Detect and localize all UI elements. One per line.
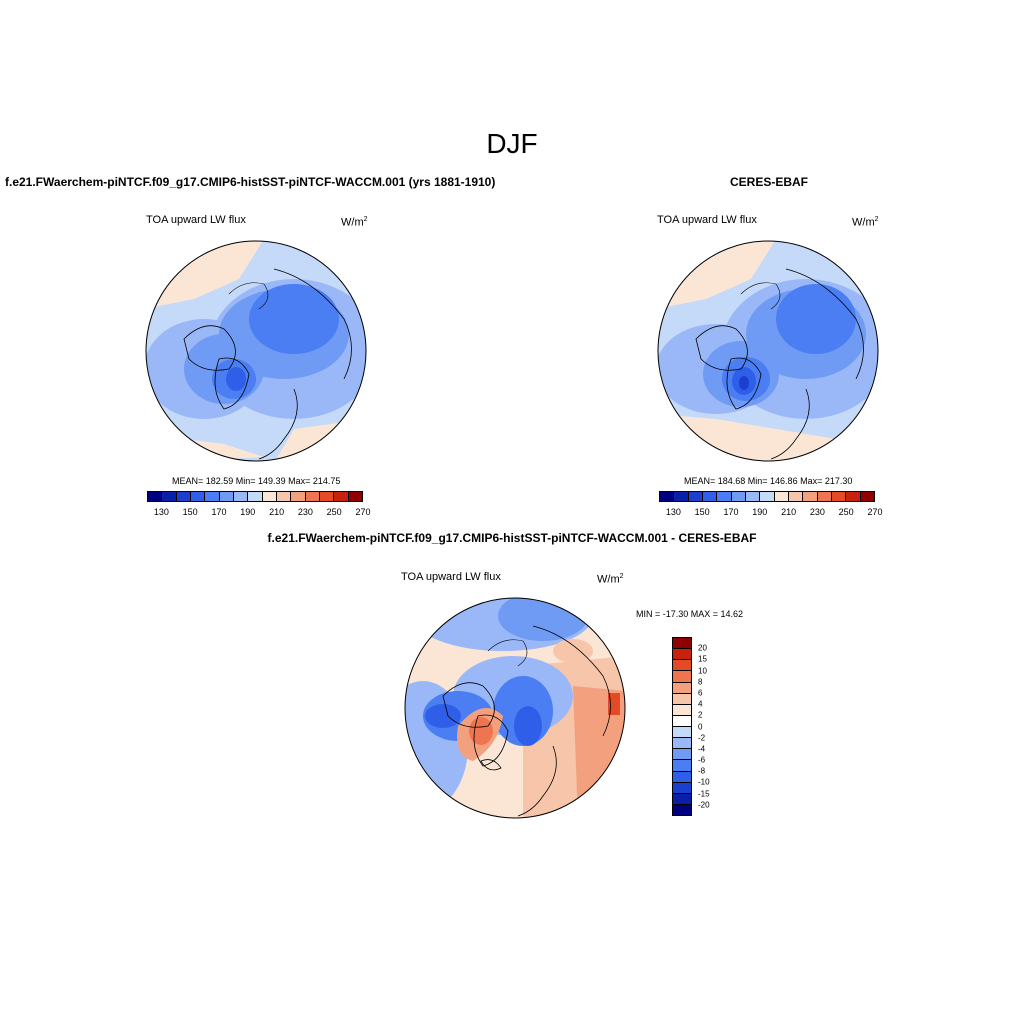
main-title: DJF bbox=[486, 128, 538, 159]
colorbar-swatch bbox=[673, 760, 691, 772]
colorbar-tick-label: 230 bbox=[297, 507, 313, 517]
colorbar-swatch bbox=[673, 715, 691, 727]
colorbar-swatch bbox=[673, 782, 691, 794]
colorbar-swatch bbox=[233, 492, 249, 501]
panel-3-polar-map bbox=[404, 597, 626, 819]
colorbar-swatch bbox=[717, 492, 732, 501]
panel-3-stats: MIN = -17.30 MAX = 14.62 bbox=[636, 609, 744, 619]
colorbar-tick-label: -10 bbox=[698, 777, 710, 787]
colorbar-tick-label: 0 bbox=[698, 722, 703, 731]
colorbar-tick-label: 270 bbox=[355, 507, 371, 517]
colorbar-tick-label: 250 bbox=[838, 507, 854, 517]
colorbar-swatch bbox=[219, 492, 234, 501]
colorbar-tick-label: -6 bbox=[698, 755, 706, 765]
colorbar-tick-label: 20 bbox=[698, 643, 707, 653]
colorbar-tick-label: 270 bbox=[867, 507, 883, 517]
colorbar-swatch bbox=[760, 492, 775, 501]
colorbar-tick-label: 130 bbox=[153, 507, 169, 517]
colorbar-tick-label: 130 bbox=[665, 507, 681, 517]
colorbar-tick-label: 150 bbox=[694, 507, 710, 517]
panel-3-field-label: TOA upward LW flux bbox=[401, 571, 501, 583]
panel-2-stats: MEAN= 184.68 Min= 146.86 Max= 217.30 bbox=[684, 476, 853, 486]
panel-1-stats: MEAN= 182.59 Min= 149.39 Max= 214.75 bbox=[172, 476, 341, 486]
panel-1-units: W/m2 bbox=[341, 216, 368, 229]
colorbar-tick-label: 10 bbox=[698, 666, 707, 676]
colorbar-swatch bbox=[319, 492, 335, 501]
colorbar-swatch bbox=[673, 793, 691, 805]
colorbar-swatch bbox=[702, 492, 718, 501]
colorbar-swatch bbox=[673, 804, 691, 815]
colorbar-tick-label: -8 bbox=[698, 766, 706, 776]
colorbar-swatch bbox=[673, 704, 691, 716]
panel-2-colorbar-labels: 130 150 170 190 210 230 250 270 bbox=[659, 506, 883, 518]
panel-3-title: f.e21.FWaerchem-piNTCF.f09_g17.CMIP6-his… bbox=[267, 531, 757, 545]
colorbar-swatch bbox=[673, 693, 691, 705]
colorbar-tick-label: 8 bbox=[698, 677, 703, 687]
colorbar-swatch bbox=[673, 682, 691, 694]
colorbar-swatch bbox=[673, 649, 691, 661]
colorbar-swatch bbox=[745, 492, 761, 501]
colorbar-tick-label: 6 bbox=[698, 688, 703, 698]
colorbar-tick-label: 190 bbox=[240, 507, 256, 517]
colorbar-tick-label: 150 bbox=[182, 507, 198, 517]
colorbar-swatch bbox=[860, 492, 874, 501]
colorbar-tick-label: 170 bbox=[211, 507, 227, 517]
colorbar-tick-label: 210 bbox=[269, 507, 285, 517]
colorbar-swatch bbox=[831, 492, 847, 501]
colorbar-swatch bbox=[148, 492, 163, 501]
colorbar-swatch bbox=[673, 738, 691, 750]
colorbar-swatch bbox=[348, 492, 362, 501]
colorbar-tick-label: -20 bbox=[698, 800, 710, 810]
panel-3-units: W/m2 bbox=[597, 573, 624, 586]
colorbar-swatch bbox=[673, 638, 691, 650]
colorbar-swatch bbox=[205, 492, 220, 501]
panel-2-polar-map bbox=[657, 240, 879, 462]
colorbar-swatch bbox=[276, 492, 292, 501]
colorbar-swatch bbox=[673, 749, 691, 761]
colorbar-swatch bbox=[688, 492, 703, 501]
colorbar-tick-label: 250 bbox=[326, 507, 342, 517]
panel-2-title: CERES-EBAF bbox=[730, 175, 809, 189]
colorbar-swatch bbox=[291, 492, 306, 501]
colorbar-swatch bbox=[673, 771, 691, 783]
colorbar-swatch bbox=[176, 492, 191, 501]
colorbar-swatch bbox=[774, 492, 789, 501]
colorbar-tick-label: 170 bbox=[723, 507, 739, 517]
colorbar-swatch bbox=[262, 492, 277, 501]
panel-1-colorbar-labels: 130 150 170 190 210 230 250 270 bbox=[147, 506, 371, 518]
colorbar-tick-label: 190 bbox=[752, 507, 768, 517]
colorbar-tick-label: 15 bbox=[698, 654, 707, 664]
colorbar-tick-label: -4 bbox=[698, 744, 706, 754]
colorbar-swatch bbox=[846, 492, 861, 501]
panel-2-colorbar bbox=[659, 491, 875, 502]
colorbar-swatch bbox=[788, 492, 804, 501]
colorbar-swatch bbox=[674, 492, 689, 501]
colorbar-tick-label: 4 bbox=[698, 699, 703, 709]
colorbar-swatch bbox=[817, 492, 832, 501]
panel-2-field-label: TOA upward LW flux bbox=[657, 214, 757, 226]
colorbar-tick-label: 2 bbox=[698, 710, 703, 720]
panel-1-field-label: TOA upward LW flux bbox=[146, 214, 246, 226]
panel-1-polar-map bbox=[145, 240, 367, 462]
colorbar-swatch bbox=[248, 492, 263, 501]
colorbar-swatch bbox=[673, 660, 691, 672]
colorbar-swatch bbox=[673, 671, 691, 683]
colorbar-swatch bbox=[660, 492, 675, 501]
panel-2-units: W/m2 bbox=[852, 216, 879, 229]
colorbar-tick-label: -2 bbox=[698, 733, 706, 743]
colorbar-tick-label: -15 bbox=[698, 789, 710, 799]
panel-3-colorbar bbox=[672, 637, 692, 816]
colorbar-tick-label: 210 bbox=[781, 507, 797, 517]
panel-3-colorbar-labels: 20 15 10 8 6 4 2 0 -2 -4 -6 -8 -10 -15 -20 bbox=[672, 637, 732, 816]
colorbar-swatch bbox=[673, 727, 691, 739]
colorbar-swatch bbox=[162, 492, 177, 501]
colorbar-swatch bbox=[803, 492, 818, 501]
colorbar-swatch bbox=[305, 492, 320, 501]
panel-1-title: f.e21.FWaerchem-piNTCF.f09_g17.CMIP6-his… bbox=[5, 175, 496, 189]
colorbar-swatch bbox=[731, 492, 746, 501]
colorbar-tick-label: 230 bbox=[809, 507, 825, 517]
panel-1-colorbar bbox=[147, 491, 363, 502]
colorbar-swatch bbox=[334, 492, 349, 501]
colorbar-swatch bbox=[190, 492, 206, 501]
